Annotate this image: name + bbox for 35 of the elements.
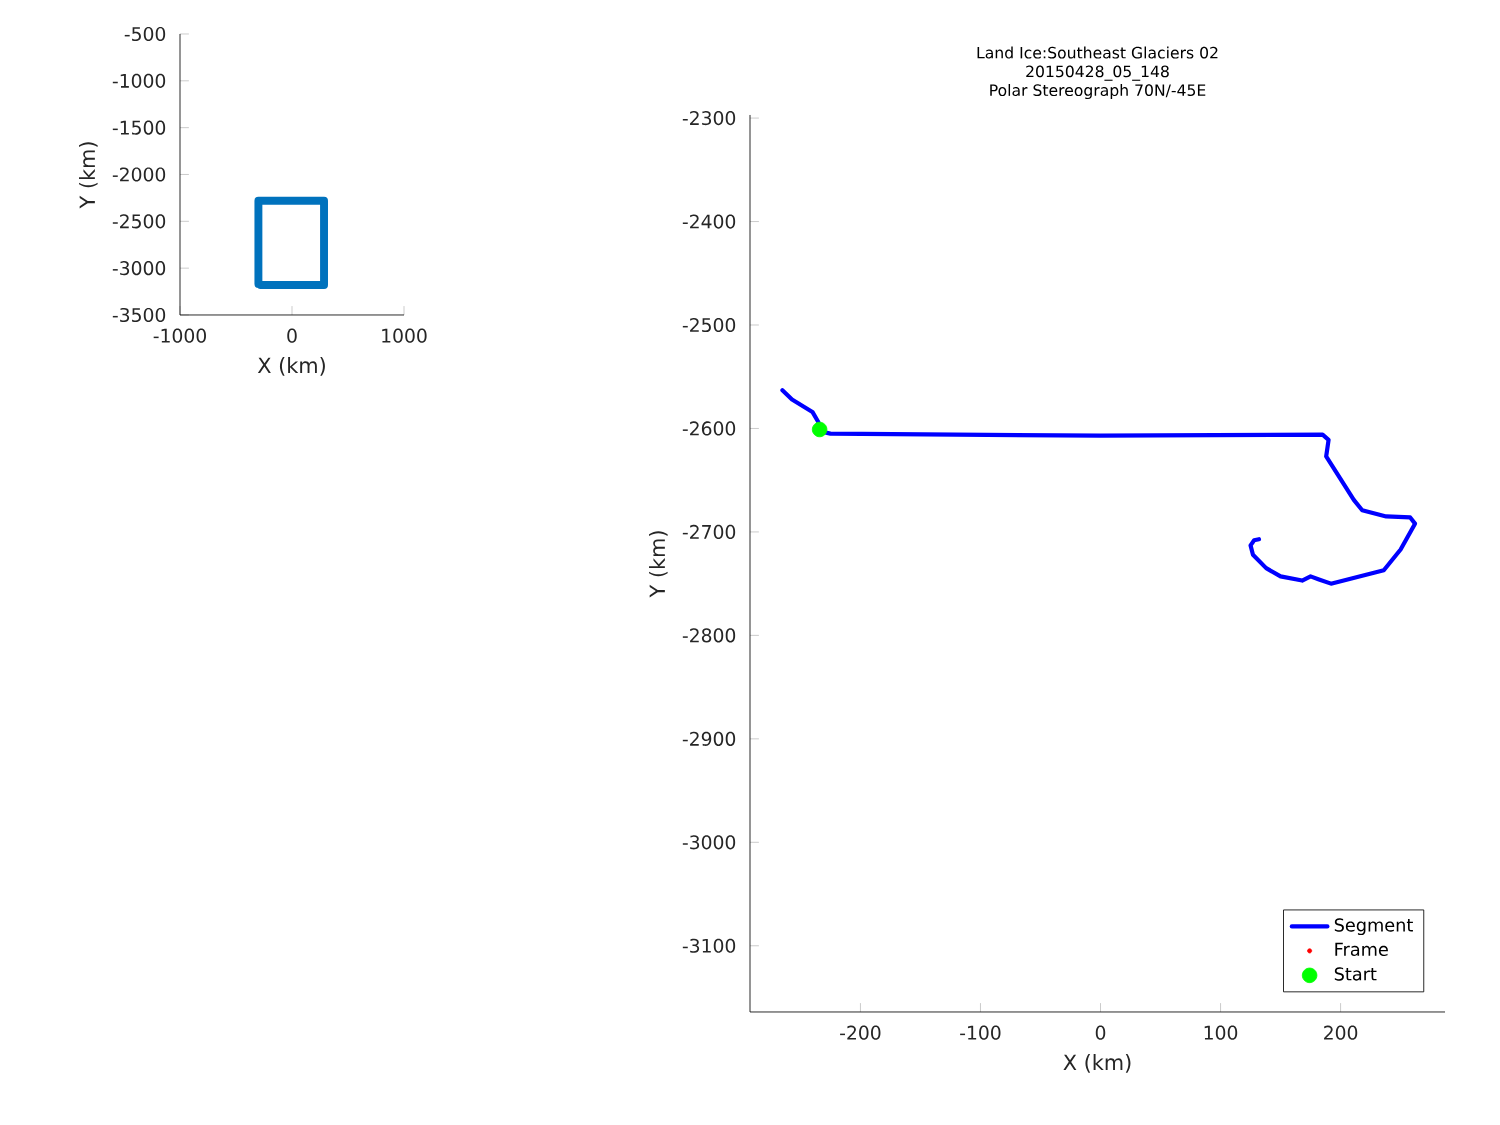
y-tick-label: -1000 xyxy=(112,73,166,88)
x-tick-label: 100 xyxy=(1204,1025,1238,1040)
x-axis-title: X (km) xyxy=(257,357,325,376)
y-tick-label: -2500 xyxy=(682,317,736,333)
x-tick-label: -100 xyxy=(960,1025,1001,1040)
y-tick-label: -2800 xyxy=(682,628,736,643)
chart-title: Land Ice:Southeast Glaciers 02 xyxy=(977,46,1218,59)
y-axis-title: Y (km) xyxy=(649,531,668,598)
line-series xyxy=(780,388,1418,586)
x-tick-label: 1000 xyxy=(382,328,427,343)
y-tick-label: -2700 xyxy=(682,524,736,540)
x-tick-label: 200 xyxy=(1324,1025,1358,1040)
x-axis-title: X (km) xyxy=(1063,1054,1131,1073)
y-tick-label: -3000 xyxy=(682,835,736,850)
y-tick-label: -2300 xyxy=(682,110,736,126)
y-tick-label: -1500 xyxy=(112,120,166,135)
legend-label: Frame xyxy=(1335,942,1388,957)
y-tick-label: -2900 xyxy=(682,731,736,746)
y-tick-label: -3100 xyxy=(682,938,736,953)
legend-label: Start xyxy=(1334,967,1377,981)
y-tick-label: -3500 xyxy=(112,307,166,323)
x-tick-label: -1000 xyxy=(153,328,206,343)
legend-label: Segment xyxy=(1334,918,1413,936)
y-tick-label: -3000 xyxy=(112,261,166,276)
text: Polar Stereograph 70N/-45E xyxy=(990,84,1206,100)
y-tick-label: -500 xyxy=(124,26,166,42)
x-tick-label: 0 xyxy=(1095,1025,1106,1040)
y-tick-label: -2600 xyxy=(682,421,736,436)
y-tick-label: -2500 xyxy=(112,214,166,229)
y-tick-label: -2000 xyxy=(112,167,166,182)
x-tick-label: 0 xyxy=(287,328,297,343)
x-tick-label: -200 xyxy=(840,1025,881,1040)
chart-subtitle: 20150428_05_148 xyxy=(1026,65,1169,81)
y-axis-title: Y (km) xyxy=(79,142,98,209)
y-tick-label: -2400 xyxy=(682,214,736,229)
